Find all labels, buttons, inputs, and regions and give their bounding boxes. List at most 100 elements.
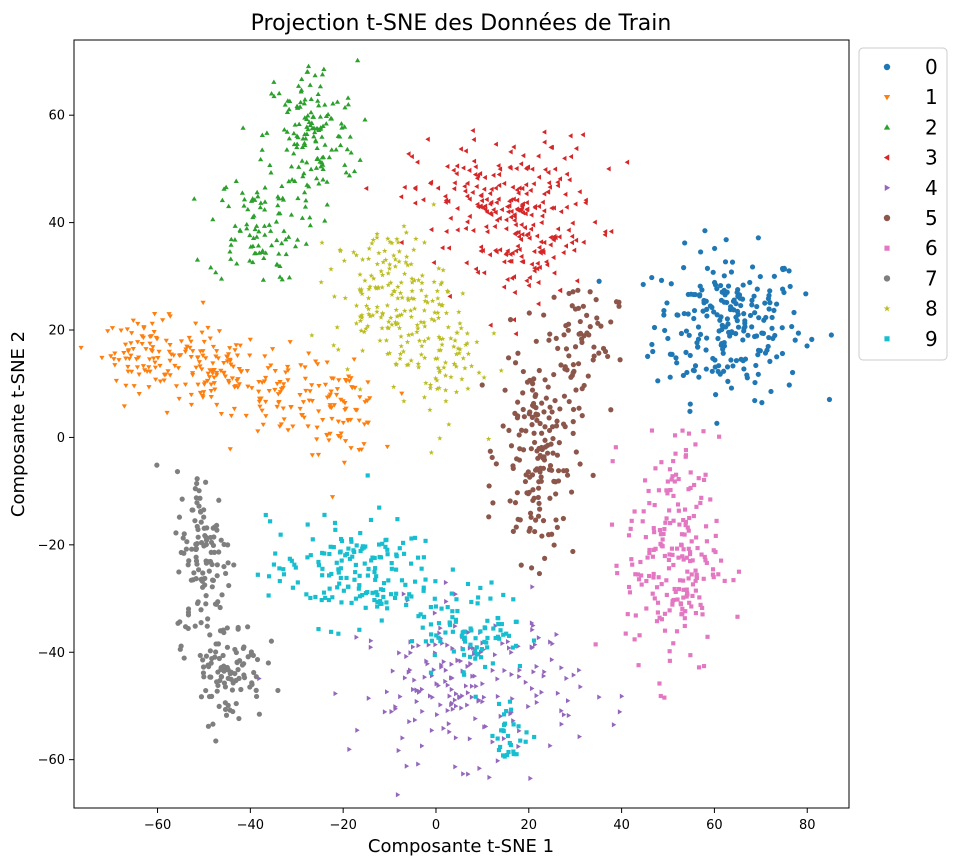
data-point <box>507 317 514 323</box>
data-point <box>228 413 234 419</box>
data-point <box>664 488 669 493</box>
data-point <box>710 567 716 572</box>
data-point <box>409 295 415 301</box>
data-point <box>356 448 362 453</box>
data-point <box>318 163 324 169</box>
data-point <box>331 545 336 550</box>
data-point <box>298 89 304 94</box>
data-point <box>385 235 391 242</box>
data-point <box>453 735 459 741</box>
data-point <box>447 693 452 699</box>
data-point <box>273 551 278 556</box>
data-point <box>704 539 709 544</box>
data-point <box>397 290 404 296</box>
data-point <box>479 647 484 652</box>
data-point <box>551 254 556 261</box>
data-point <box>437 435 443 441</box>
data-point <box>437 630 442 636</box>
data-point <box>296 121 302 126</box>
data-point <box>123 383 129 389</box>
data-point <box>476 369 482 376</box>
data-point <box>232 348 238 353</box>
data-point <box>368 272 374 279</box>
data-point <box>686 332 692 338</box>
data-point <box>200 570 206 576</box>
data-point <box>579 386 585 392</box>
data-point <box>566 227 571 233</box>
data-point <box>711 309 717 315</box>
data-point <box>518 562 524 568</box>
data-point <box>365 420 371 426</box>
legend-label: 8 <box>925 297 938 321</box>
data-point <box>345 584 351 589</box>
data-point <box>497 215 502 221</box>
data-point <box>203 601 209 607</box>
data-point <box>469 628 474 633</box>
data-point <box>320 166 326 172</box>
data-point <box>503 251 508 258</box>
data-point <box>421 239 428 245</box>
data-point <box>284 109 291 114</box>
data-point <box>529 387 536 393</box>
data-point <box>450 615 455 620</box>
data-point <box>109 326 116 331</box>
data-point <box>762 350 769 356</box>
data-point <box>511 274 517 280</box>
data-point <box>616 303 622 309</box>
data-point <box>227 447 233 452</box>
data-point <box>296 164 302 169</box>
data-point <box>608 228 614 235</box>
data-point <box>281 127 287 132</box>
data-point <box>404 362 410 368</box>
data-point <box>260 422 266 428</box>
data-point <box>325 111 331 117</box>
x-tick-label: −40 <box>237 818 264 833</box>
data-point <box>411 686 416 693</box>
data-point <box>439 606 444 611</box>
data-point <box>666 557 671 563</box>
data-point <box>700 612 705 617</box>
data-point <box>522 478 529 485</box>
data-point <box>156 349 162 355</box>
data-point <box>465 702 470 708</box>
data-point <box>141 326 147 331</box>
data-point <box>398 194 404 200</box>
data-point <box>664 578 669 583</box>
data-point <box>671 459 676 464</box>
data-point <box>248 198 255 203</box>
data-point <box>704 313 710 319</box>
data-point <box>693 442 698 447</box>
data-point <box>451 186 457 192</box>
data-point <box>421 319 427 325</box>
data-point <box>525 164 531 170</box>
data-point <box>146 385 152 390</box>
data-point <box>528 775 533 781</box>
data-point <box>651 324 658 331</box>
data-point <box>445 682 451 688</box>
data-point <box>393 360 399 367</box>
data-point <box>568 154 574 160</box>
data-point <box>342 162 348 167</box>
data-point <box>385 547 390 552</box>
data-point <box>523 428 529 434</box>
data-point <box>735 324 742 330</box>
data-point <box>178 643 184 649</box>
data-point <box>135 321 141 327</box>
data-point <box>267 162 273 167</box>
data-point <box>263 512 268 518</box>
data-point <box>651 575 656 580</box>
data-point <box>274 381 280 387</box>
data-point <box>583 200 588 206</box>
data-point <box>742 324 748 330</box>
data-point <box>201 339 207 345</box>
data-point <box>625 612 630 617</box>
data-point <box>181 531 187 537</box>
data-point <box>445 605 450 610</box>
legend-item-2: 2 <box>883 115 938 139</box>
data-point <box>580 132 585 138</box>
data-point <box>466 167 472 173</box>
legend-item-9: 9 <box>884 327 938 351</box>
data-point <box>148 348 154 353</box>
data-point <box>531 248 537 255</box>
data-point <box>519 185 525 192</box>
